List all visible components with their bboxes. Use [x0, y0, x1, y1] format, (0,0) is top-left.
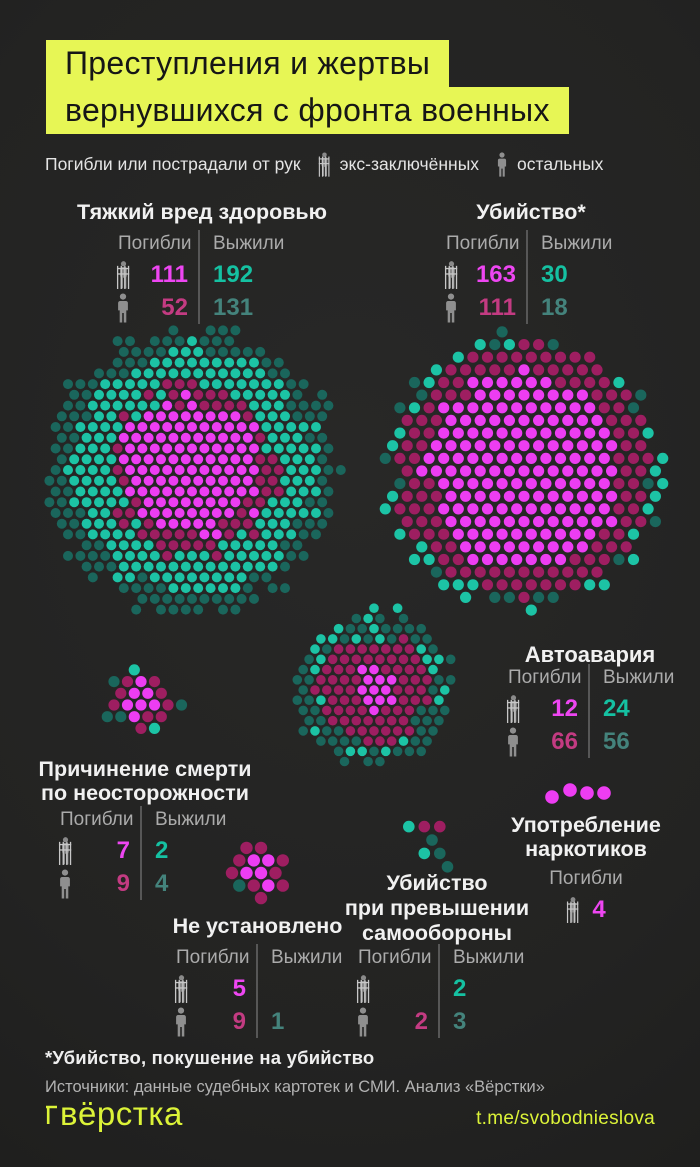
legend-ex-prisoners-label: экс-заключённых	[339, 154, 480, 174]
stat-other-died: 9	[232, 1007, 246, 1035]
person-icon	[174, 1007, 204, 1037]
stat-other-died: 66	[551, 727, 578, 755]
stat-ex-survived	[256, 972, 344, 1005]
stat-other-survived: 18	[526, 291, 614, 324]
section-title-selfdefense-line3: самообороны	[361, 921, 513, 945]
stat-other-died: 2	[414, 1007, 428, 1035]
person-icon	[58, 869, 88, 899]
cluster-drugs	[545, 783, 611, 804]
survived-column-label: Выжили	[198, 230, 286, 258]
stat-ex-survived: 24	[588, 692, 676, 725]
ex-prisoner-icon	[444, 261, 474, 289]
survived-column-label: Выжили	[438, 944, 526, 972]
stat-other-survived: 1	[256, 1005, 344, 1038]
section-title-negligence: Причинение смерти по неосторожности	[20, 757, 270, 805]
person-icon	[116, 293, 146, 323]
stat-ex-survived: 2	[140, 834, 228, 867]
legend-prefix: Погибли или пострадали от рук	[45, 154, 301, 174]
stat-ex-died: 4	[592, 896, 606, 923]
stats-grievous: Погибли Выжили 111 192 52 131	[116, 230, 292, 324]
cluster-car	[292, 603, 456, 767]
ex-prisoner-icon	[566, 897, 580, 923]
cluster-grievous	[44, 325, 346, 615]
stat-ex-died: 12	[551, 694, 578, 722]
ex-prisoner-icon	[174, 975, 204, 1003]
section-title-selfdefense: Убийство при превышении самообороны	[337, 871, 537, 946]
stat-other-survived: 4	[140, 867, 228, 900]
stat-other-survived: 3	[438, 1005, 526, 1038]
died-column-label: Погибли	[446, 233, 520, 254]
section-title-selfdefense-line2: при превышении	[344, 896, 530, 920]
verstka-logo: вёрстка	[45, 1095, 183, 1133]
stats-negligence: Погибли Выжили 7 2 9 4	[58, 806, 234, 900]
person-icon	[356, 1007, 386, 1037]
died-column-label: Погибли	[118, 233, 192, 254]
stat-other-survived: 131	[198, 291, 286, 324]
stat-ex-survived: 192	[198, 258, 286, 291]
section-title-negligence-line1: Причинение смерти	[38, 757, 252, 781]
section-title-negligence-line2: по неосторожности	[41, 781, 249, 805]
ex-prisoner-icon	[506, 695, 536, 723]
stat-other-died: 111	[478, 293, 516, 321]
person-icon	[444, 293, 474, 323]
died-column-label: Погибли	[60, 809, 134, 830]
sources-line: Источники: данные судебных картотек и СМ…	[45, 1078, 545, 1096]
stat-ex-died: 5	[232, 974, 246, 1002]
stat-ex-survived: 30	[526, 258, 614, 291]
footnote: *Убийство, покушение на убийство	[45, 1047, 375, 1068]
died-column-label: Погибли	[549, 868, 623, 889]
stat-ex-died: 163	[475, 260, 516, 288]
section-title-drugs-line2: наркотиков	[525, 837, 647, 861]
title-block: Преступления и жертвы вернувшихся с фрон…	[46, 40, 569, 134]
ex-prisoner-icon	[116, 261, 146, 289]
stats-selfdefense: Погибли Выжили 2 2 3	[356, 944, 532, 1038]
died-column-label: Погибли	[508, 667, 582, 688]
ex-prisoner-icon	[356, 975, 386, 1003]
person-icon	[506, 727, 536, 757]
logo-text: вёрстка	[60, 1095, 183, 1132]
section-title-car: Автоавария	[524, 642, 656, 667]
survived-column-label: Выжили	[588, 664, 676, 692]
died-column-label: Погибли	[358, 947, 432, 968]
stat-ex-died: 111	[150, 260, 188, 288]
survived-column-label: Выжили	[526, 230, 614, 258]
ex-prisoner-icon	[58, 837, 88, 865]
stats-car: Погибли Выжили 12 24 66 56	[506, 664, 682, 758]
cluster-unknown	[225, 841, 289, 905]
cluster-selfdefense	[403, 820, 454, 873]
stat-ex-died: 7	[116, 836, 130, 864]
stat-other-died: 52	[161, 293, 188, 321]
section-title-unknown: Не установлено	[172, 914, 343, 938]
section-title-murder: Убийство*	[476, 200, 586, 224]
survived-column-label: Выжили	[140, 806, 228, 834]
stats-unknown: Погибли Выжили 5 9 1	[174, 944, 350, 1038]
page-title-line-1: Преступления и жертвы	[46, 40, 450, 87]
stats-murder: Погибли Выжили 163 30 111 18	[444, 230, 620, 324]
telegram-link[interactable]: t.me/svobodnieslova	[476, 1108, 655, 1129]
stats-drugs: Погибли 4	[491, 868, 681, 923]
section-title-drugs: Употребление наркотиков	[491, 813, 681, 861]
logo-mark-icon	[46, 1105, 57, 1124]
cluster-murder	[379, 326, 669, 616]
section-title-grievous: Тяжкий вред здоровью	[77, 200, 328, 224]
stat-ex-survived: 2	[438, 972, 526, 1005]
stat-other-died: 9	[116, 869, 130, 897]
legend-others-label: остальных	[517, 154, 604, 174]
section-title-drugs-line1: Употребление	[511, 813, 661, 837]
legend: Погибли или пострадали от рук экс-заключ…	[45, 152, 603, 177]
stat-other-survived: 56	[588, 725, 676, 758]
person-icon	[496, 152, 508, 177]
ex-prisoner-icon	[318, 152, 331, 177]
section-title-selfdefense-line1: Убийство	[386, 871, 488, 895]
page-title-line-2: вернувшихся с фронта военных	[46, 87, 569, 134]
cluster-negligence	[101, 664, 188, 735]
survived-column-label: Выжили	[256, 944, 344, 972]
died-column-label: Погибли	[176, 947, 250, 968]
